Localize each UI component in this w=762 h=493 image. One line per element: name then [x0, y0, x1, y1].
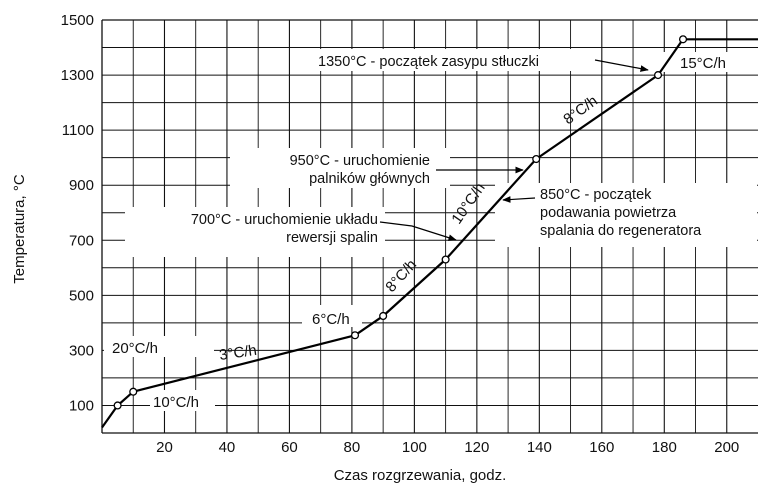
rate-label: 15°C/h [680, 55, 726, 72]
rate-label: 8°C/h [560, 92, 600, 128]
axes [101, 19, 758, 434]
y-tick-label: 700 [69, 232, 94, 249]
annotation-text: 1350°C - początek zasypu stłuczki [318, 54, 539, 70]
data-point [350, 331, 360, 340]
x-tick-label: 60 [281, 439, 298, 456]
y-tick-label: 1300 [61, 67, 94, 84]
annotation-text: 950°C - uruchomienie [290, 153, 430, 169]
x-tick-label: 80 [344, 439, 361, 456]
annotation-arrow [379, 221, 457, 241]
tick-labels: 20 40 60 80 100 120 140 160 180 200 100 300 500 700 90… [61, 12, 740, 456]
annotation-background [302, 305, 362, 327]
x-tick-label: 160 [589, 439, 614, 456]
data-point [653, 71, 663, 80]
annotations: 1350°C - początek zasypu stłuczki 950°C -… [191, 54, 702, 246]
x-tick-label: 120 [464, 439, 489, 456]
annotation-text: podawania powietrza [540, 205, 677, 221]
annotation-background [290, 49, 593, 71]
annotation-background [104, 336, 214, 357]
annotation-backgrounds [104, 49, 757, 411]
data-point [678, 35, 688, 44]
annotation-background [230, 148, 450, 188]
data-point [379, 311, 388, 321]
x-tick-label: 140 [527, 439, 552, 456]
annotation-arrow [594, 59, 649, 72]
x-axis-label: Czas rozgrzewania, godz. [334, 467, 507, 484]
x-tick-label: 100 [402, 439, 427, 456]
rate-label: 20°C/h [112, 340, 158, 357]
annotation-text: 700°C - uruchomienie układu [191, 212, 378, 228]
heating-curve-line [101, 38, 758, 429]
rate-label: 3°C/h [218, 342, 258, 364]
y-tick-label: 1500 [61, 12, 94, 29]
x-tick-label: 20 [156, 439, 173, 456]
y-tick-label: 500 [69, 287, 94, 304]
annotation-background [658, 52, 728, 72]
data-point [129, 387, 138, 396]
annotation-text: 850°C - początek [540, 187, 652, 203]
annotation-text: palników głównych [309, 171, 430, 187]
annotation-background [495, 183, 757, 247]
rate-label: 10°C/h [448, 180, 488, 227]
annotation-arrows [379, 59, 649, 241]
annotation-arrow [502, 196, 536, 203]
rate-label: 10°C/h [153, 394, 199, 411]
x-tick-label: 180 [652, 439, 677, 456]
y-tick-label: 900 [69, 177, 94, 194]
x-tick-label: 40 [219, 439, 236, 456]
annotation-background [150, 390, 215, 411]
y-tick-label: 1100 [62, 122, 94, 139]
y-tick-label: 300 [69, 342, 94, 359]
annotation-text: rewersji spalin [286, 230, 378, 246]
data-point [532, 154, 541, 164]
series [101, 35, 758, 429]
y-axis-label: Temperatura, °C [11, 174, 28, 284]
annotation-background [125, 207, 385, 257]
rate-label: 6°C/h [312, 311, 350, 328]
annotation-text: spalania do regeneratora [540, 223, 702, 239]
x-tick-label: 200 [714, 439, 739, 456]
data-point [441, 255, 450, 264]
data-point [113, 401, 122, 410]
y-tick-label: 100 [69, 397, 94, 414]
